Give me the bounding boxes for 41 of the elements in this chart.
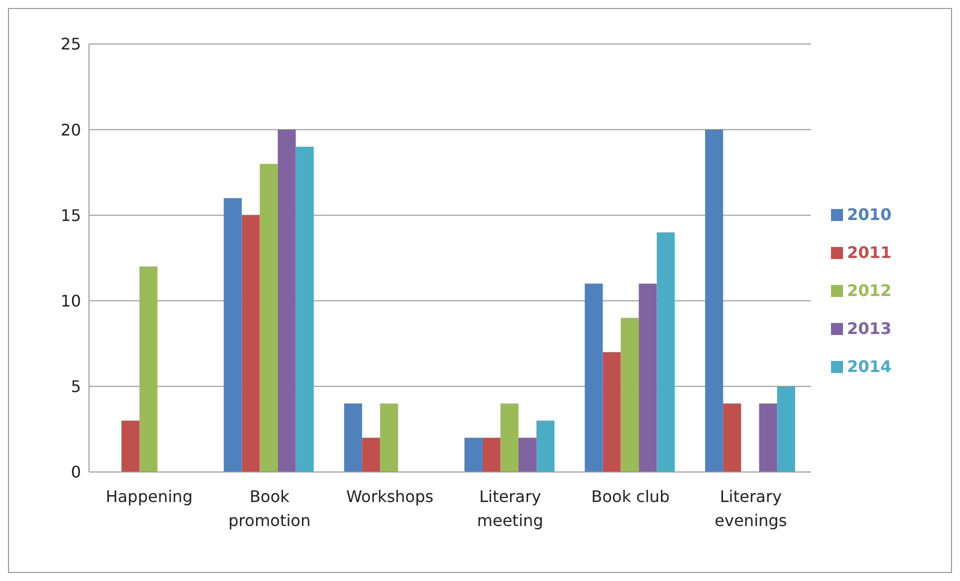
y-tick-label: 25 [60,34,81,54]
bar [638,284,657,472]
y-tick-label: 10 [60,291,81,310]
bar [482,438,500,472]
bar [464,438,482,472]
bar [518,438,536,472]
bar [584,284,603,472]
x-tick-label: Literary evenings [714,487,788,530]
bar [723,404,742,472]
bar [296,146,314,472]
y-tick-label: 15 [60,206,81,225]
legend-label: 2012 [847,280,892,300]
y-tick-label: 20 [60,120,81,140]
bar [121,420,140,472]
bar [602,352,621,472]
legend-label: 2010 [847,204,892,224]
bar [705,130,724,472]
x-tick-label: Book club [591,487,670,506]
legend-label: 2013 [847,318,892,338]
bar [139,266,158,472]
bar [260,164,278,472]
bar [224,198,242,472]
y-tick-label: 0 [70,462,81,482]
legend-label: 2014 [847,356,892,376]
bar [242,215,260,472]
bar [536,420,554,472]
bar [278,130,296,472]
bar [759,404,778,472]
x-tick-label: Workshops [346,487,434,506]
x-tick-label: Happening [106,487,193,506]
bar [777,386,796,472]
y-tick-label: 5 [70,377,81,396]
bar [344,404,362,472]
bar [362,438,380,472]
bar [380,404,398,472]
x-tick-label: Literary meeting [477,487,544,530]
legend-label: 2011 [847,242,892,262]
bar [620,318,639,472]
x-tick-label: Book promotion [228,487,311,530]
bar [656,232,675,472]
bar [500,404,518,472]
